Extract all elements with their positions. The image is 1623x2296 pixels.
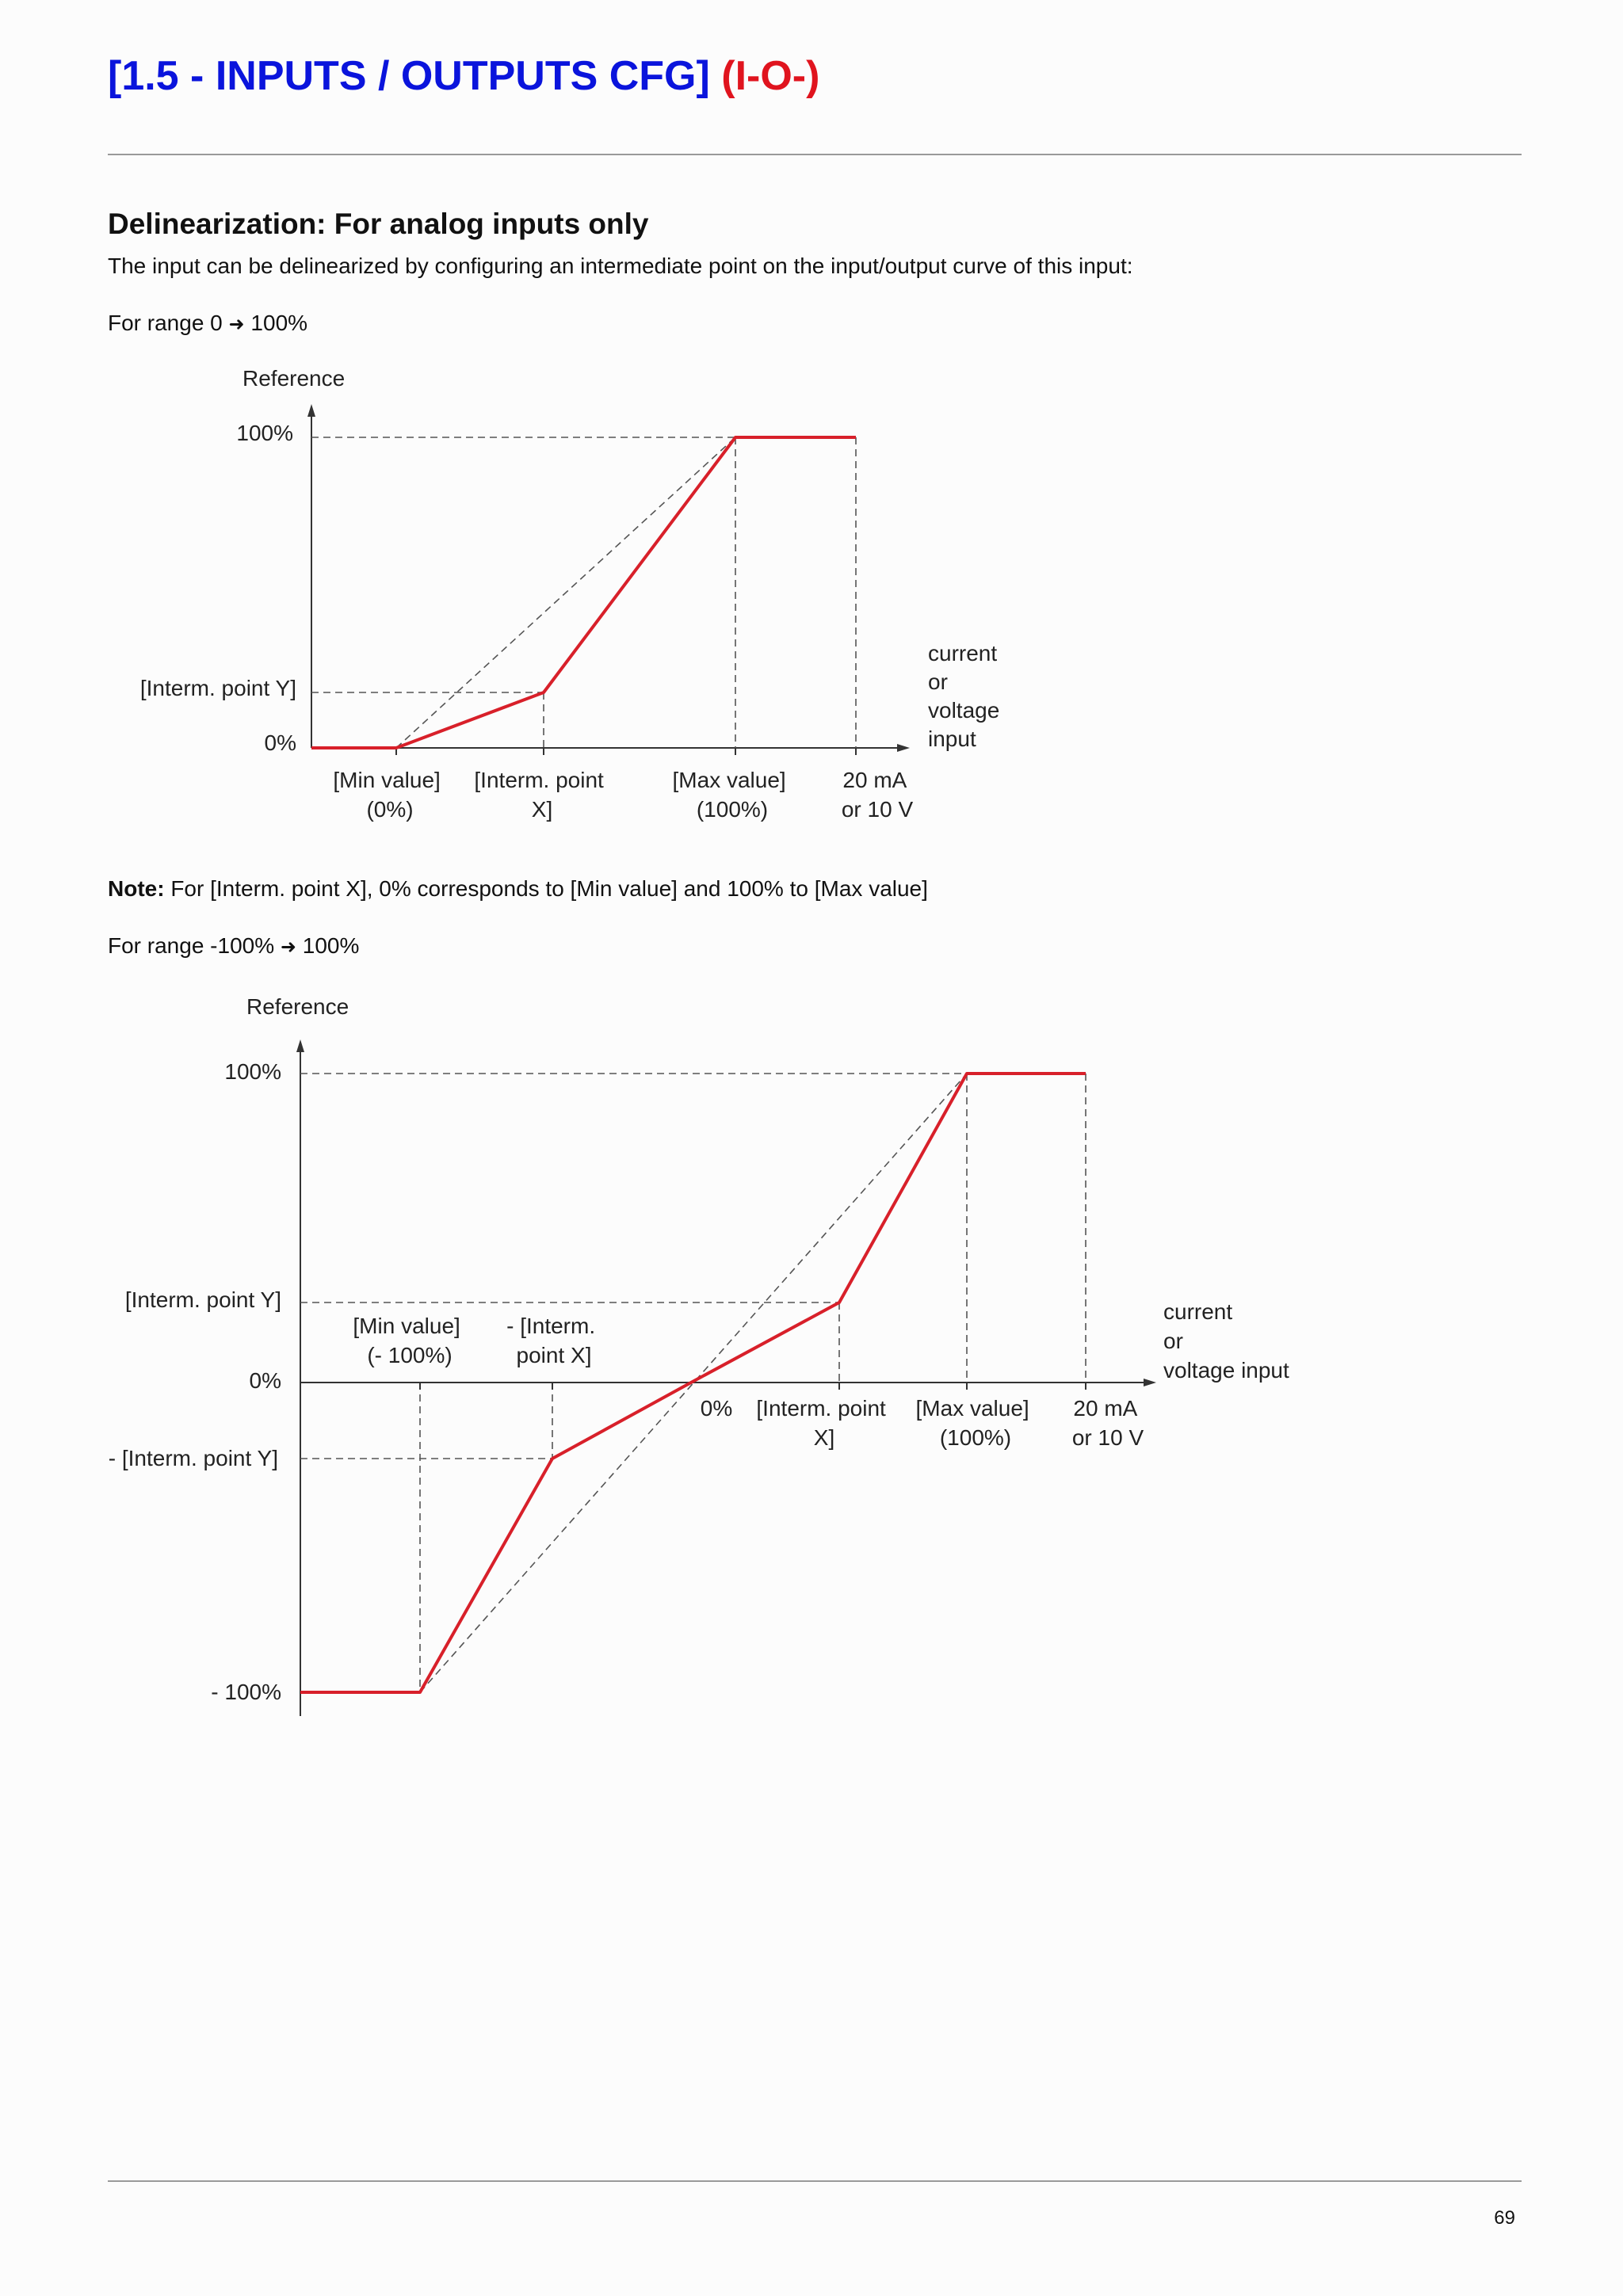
x-label-0: 0% (701, 1396, 732, 1421)
delinearized-curve (311, 436, 856, 749)
note-label: Note: (108, 876, 165, 901)
x-axis-title-line: current (1163, 1299, 1232, 1324)
page-title: [1.5 - INPUTS / OUTPUTS CFG] (I-O-) (108, 55, 819, 97)
x-label-min: [Min value] (0%) (333, 768, 446, 822)
x-label-max: [Max value] (100%) (916, 1396, 1036, 1450)
x-label-20ma: 20 mA or 10 V (1072, 1396, 1144, 1450)
x-label-line: [Interm. point (474, 768, 604, 792)
delinearized-curve (300, 1072, 1086, 1694)
y-label-minus-interm-y: - [Interm. point Y] (109, 1446, 278, 1470)
range1-after: 100% (250, 311, 308, 335)
footer-divider (108, 2180, 1522, 2182)
x-label-line: [Min value] (353, 1314, 460, 1338)
arrow-right-icon: ➜ (228, 314, 245, 335)
y-label-0: 0% (265, 730, 296, 755)
x-label-line: 20 mA (842, 768, 907, 792)
x-label-line: 0% (701, 1396, 732, 1421)
range2-before: For range -100% (108, 933, 275, 958)
y-axis-title: Reference (246, 994, 349, 1019)
y-axis-arrow (296, 1039, 304, 1052)
chart-range-0-100: Reference 100% [Interm. point Y] 0% curr… (140, 366, 1006, 822)
x-label-line: 20 mA (1073, 1396, 1137, 1421)
range2-label: For range -100% ➜ 100% (108, 935, 359, 957)
y-label-minus-100: - 100% (211, 1680, 281, 1704)
y-label-100: 100% (236, 421, 293, 445)
x-label-interm-x: [Interm. point X] (474, 768, 609, 822)
x-label-max: [Max value] (100%) (673, 768, 792, 822)
header-divider (108, 154, 1522, 155)
x-label-line: (100%) (697, 797, 768, 822)
arrow-right-icon: ➜ (280, 936, 296, 958)
section-heading: Delinearization: For analog inputs only (108, 208, 649, 240)
x-axis-title-line: current (928, 641, 997, 666)
page-number: 69 (1494, 2207, 1515, 2229)
x-label-line: [Interm. point (756, 1396, 886, 1421)
x-label-20ma: 20 mA or 10 V (842, 768, 914, 822)
x-label-line: [Min value] (333, 768, 440, 792)
y-axis-arrow (307, 404, 315, 417)
x-label-min: [Min value] (- 100%) (353, 1314, 466, 1367)
x-axis-title-line: input (928, 727, 976, 751)
y-axis-title: Reference (242, 366, 345, 391)
x-label-line: - [Interm. (506, 1314, 595, 1338)
x-label-line: point X] (517, 1343, 592, 1367)
note-body: For [Interm. point X], 0% corresponds to… (170, 876, 928, 901)
intro-text: The input can be delinearized by configu… (108, 254, 1133, 278)
x-axis-arrow (1144, 1379, 1156, 1386)
x-label-line: (100%) (940, 1425, 1011, 1450)
x-axis-arrow (897, 744, 910, 752)
x-axis-title: current or voltage input (928, 641, 1006, 751)
chart-range-minus100-100: Reference 100% [Interm. point Y] 0% - [I… (109, 994, 1289, 1716)
menu-title: [1.5 - INPUTS / OUTPUTS CFG] (108, 53, 710, 99)
y-label-interm-y: [Interm. point Y] (125, 1287, 281, 1312)
linear-reference-line (419, 1073, 968, 1693)
menu-code: (I-O-) (721, 53, 820, 99)
x-axis-title-line: or (1163, 1329, 1183, 1353)
x-label-line: X] (814, 1425, 834, 1450)
note-text: Note: For [Interm. point X], 0% correspo… (108, 878, 928, 900)
y-label-0: 0% (250, 1368, 281, 1393)
linear-reference-line (395, 437, 736, 749)
y-label-100: 100% (224, 1059, 281, 1084)
x-label-line: or 10 V (842, 797, 914, 822)
x-axis-title-line: or (928, 669, 948, 694)
x-label-line: (0%) (366, 797, 413, 822)
x-label-line: or 10 V (1072, 1425, 1144, 1450)
range1-label: For range 0 ➜ 100% (108, 312, 307, 334)
range1-before: For range 0 (108, 311, 223, 335)
y-label-interm-y: [Interm. point Y] (140, 676, 296, 700)
x-label-minus-interm-x: - [Interm. point X] (506, 1314, 601, 1367)
x-label-line: [Max value] (673, 768, 786, 792)
x-axis-title-line: voltage input (1163, 1358, 1289, 1383)
x-label-line: X] (532, 797, 552, 822)
x-axis-title: current or voltage input (1163, 1299, 1289, 1383)
x-axis-title-line: voltage (928, 698, 999, 723)
x-label-line: (- 100%) (367, 1343, 452, 1367)
range2-after: 100% (302, 933, 360, 958)
x-label-line: [Max value] (916, 1396, 1029, 1421)
x-label-interm-x: [Interm. point X] (756, 1396, 892, 1450)
